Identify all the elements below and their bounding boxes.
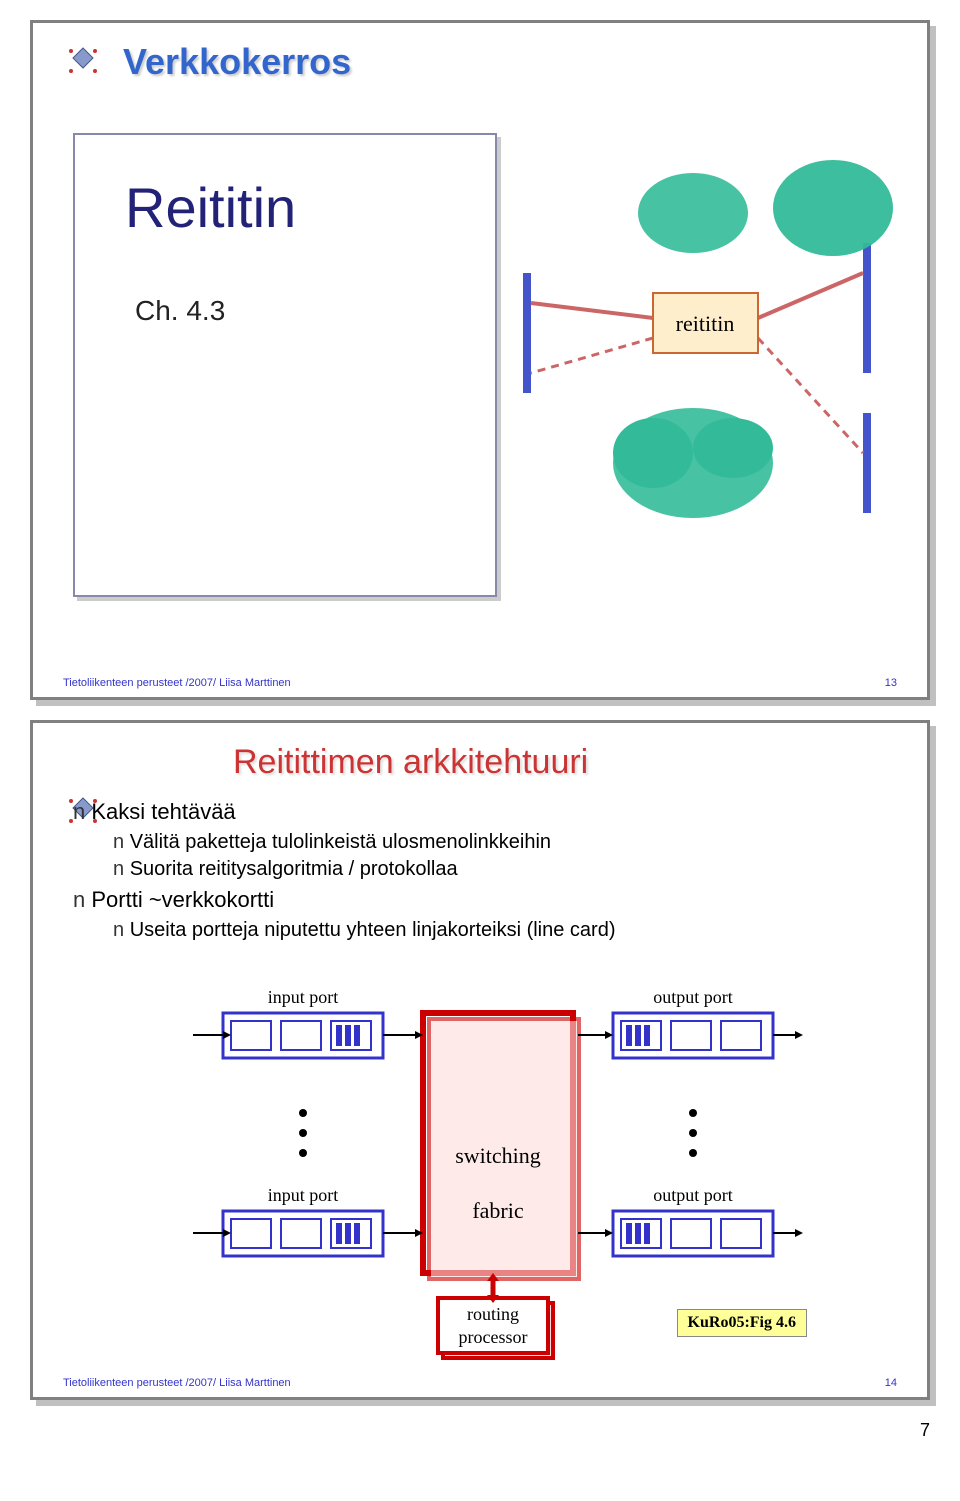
bullet-l2: n Useita portteja niputettu yhteen linja… — [113, 919, 616, 942]
slide-header-title: Verkkokerros — [123, 41, 351, 83]
slide-page-number: 14 — [885, 1377, 897, 1389]
bullet-text: Välitä paketteja tulolinkeistä ulosmenol… — [130, 831, 551, 853]
bullet-l2: n Välitä paketteja tulolinkeistä ulosmen… — [113, 831, 616, 854]
routing-label: routing — [467, 1304, 519, 1324]
bullet-l1: n Portti ~verkkokortti — [73, 887, 616, 913]
router-architecture-diagram: switching fabric input port input port — [183, 983, 803, 1363]
content-title: Reititin — [125, 175, 296, 240]
network-diagram: reititin — [513, 153, 893, 533]
bullet-text: Suorita reititysalgoritmia / protokollaa — [130, 858, 458, 880]
slide-footer: Tietoliikenteen perusteet /2007/ Liisa M… — [63, 677, 291, 689]
slide2-title: Reitittimen arkkitehtuuri — [233, 743, 588, 782]
logo-icon — [63, 43, 103, 83]
bullet-list: n Kaksi tehtävää n Välitä paketteja tulo… — [73, 793, 616, 946]
content-frame: Reititin Ch. 4.3 — [73, 133, 497, 597]
fabric-label: fabric — [472, 1198, 524, 1223]
bullet-l2: n Suorita reititysalgoritmia / protokoll… — [113, 858, 616, 881]
router-label: reititin — [676, 311, 735, 336]
figure-reference: KuRo05:Fig 4.6 — [677, 1309, 807, 1337]
input-port-label: input port — [268, 1185, 339, 1205]
slide-1: Verkkokerros Reititin Ch. 4.3 reititin T… — [30, 20, 930, 700]
input-port-label: input port — [268, 987, 339, 1007]
slide-page-number: 13 — [885, 677, 897, 689]
document-page-number: 7 — [30, 1420, 930, 1441]
slide-2: Reitittimen arkkitehtuuri n Kaksi tehtäv… — [30, 720, 930, 1400]
bullet-text: Useita portteja niputettu yhteen linjako… — [130, 919, 616, 941]
content-subtitle: Ch. 4.3 — [135, 295, 225, 327]
output-port-label: output port — [653, 1185, 733, 1205]
processor-label: processor — [459, 1327, 528, 1347]
bullet-l1: n Kaksi tehtävää — [73, 799, 616, 825]
slide-footer: Tietoliikenteen perusteet /2007/ Liisa M… — [63, 1377, 291, 1389]
output-port-label: output port — [653, 987, 733, 1007]
bullet-text: Kaksi tehtävää — [91, 799, 235, 824]
switching-label: switching — [455, 1143, 541, 1168]
bullet-text: Portti ~verkkokortti — [91, 887, 274, 912]
